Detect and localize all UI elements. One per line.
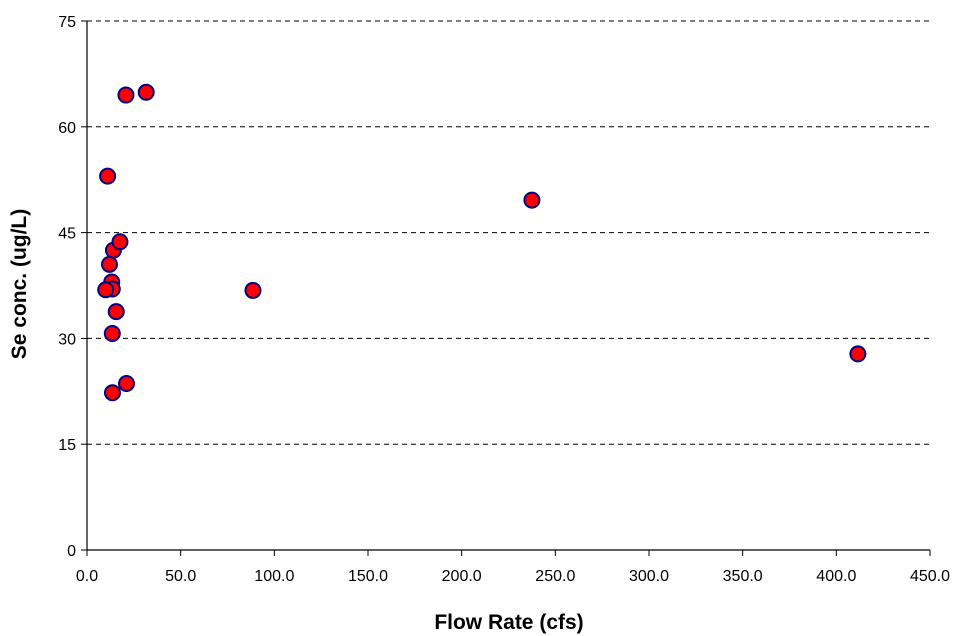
gridlines (87, 20, 930, 445)
data-points (97, 83, 867, 402)
data-point (103, 324, 121, 342)
data-point (244, 281, 262, 299)
x-tick-label: 200.0 (442, 568, 482, 585)
data-point (523, 191, 541, 209)
y-axis-title: Se conc. (ug/L) (8, 209, 31, 360)
data-point (117, 86, 135, 104)
x-tick-label: 300.0 (629, 568, 669, 585)
y-tick-label: 0 (67, 543, 76, 560)
y-tick-label: 45 (58, 226, 76, 243)
y-axis-ticks: 0 15 30 45 60 75 (58, 14, 87, 560)
y-tick-label: 15 (58, 437, 76, 454)
data-point (99, 167, 117, 185)
x-tick-label: 150.0 (348, 568, 388, 585)
data-point (137, 83, 155, 101)
data-point (111, 233, 129, 251)
y-tick-label: 60 (58, 120, 76, 137)
y-tick-label: 75 (58, 14, 76, 31)
x-tick-label: 100.0 (254, 568, 294, 585)
x-tick-label: 50.0 (165, 568, 196, 585)
data-point (103, 384, 121, 402)
x-tick-label: 250.0 (535, 568, 575, 585)
data-point (107, 303, 125, 321)
x-tick-label: 0.0 (76, 568, 98, 585)
data-point (100, 255, 118, 273)
x-tick-label: 400.0 (816, 568, 856, 585)
y-tick-label: 30 (58, 331, 76, 348)
data-point (97, 281, 115, 299)
data-point (849, 345, 867, 363)
axes (86, 21, 930, 551)
x-axis-title: Flow Rate (cfs) (434, 611, 583, 634)
x-axis-ticks: 0.0 50.0 100.0 150.0 200.0 250.0 300.0 350.0 400… (76, 550, 950, 585)
x-tick-label: 450.0 (910, 568, 950, 585)
data-point (118, 375, 136, 393)
x-tick-label: 350.0 (723, 568, 763, 585)
